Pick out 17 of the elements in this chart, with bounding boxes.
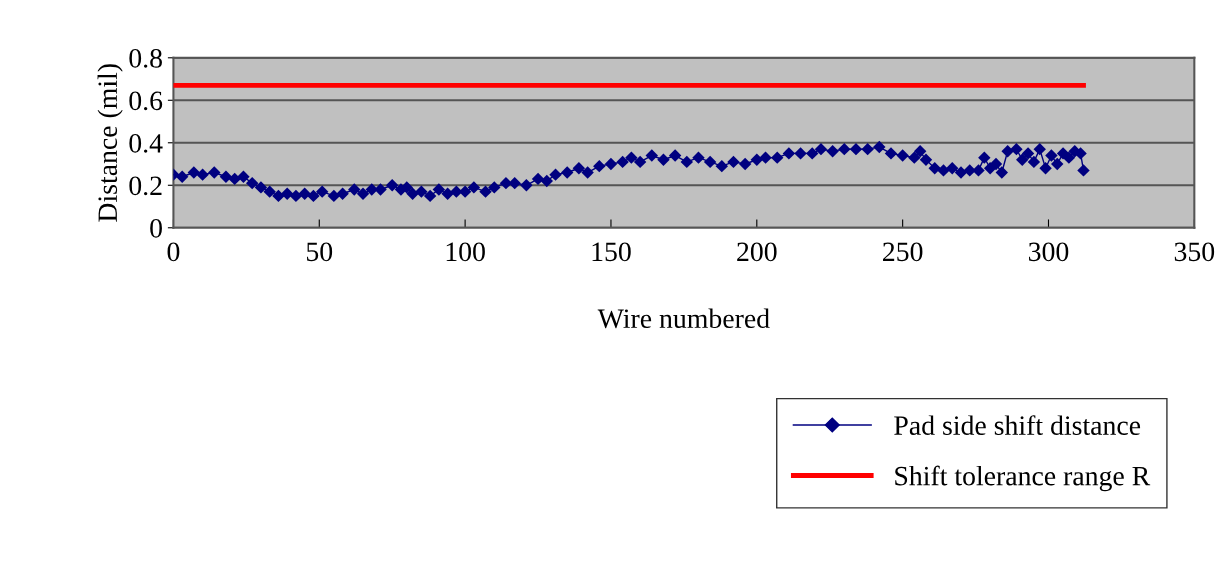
x-tick-label: 250 [883,242,923,262]
legend-label: Shift tolerance range R [895,465,1151,492]
x-tick-label: 350 [1174,242,1215,262]
y-tick-label: 0.8 [129,48,162,68]
x-tick-label: 150 [592,242,631,262]
y-tick-label: 0 [150,218,162,238]
x-tick-label: 100 [446,242,485,262]
x-tick-label: 0 [167,242,180,262]
x-axis-title: Wire numbered [597,308,770,329]
x-tick-label: 50 [307,242,333,262]
legend-label: Pad side shift distance [894,415,1141,435]
y-tick-label: 0.4 [129,133,163,153]
y-tick-label: 0.2 [129,176,162,196]
y-axis-title: Distance (mil) [97,64,123,222]
x-tick-label: 300 [1028,242,1069,262]
x-tick-label: 200 [737,242,777,262]
y-tick-label: 0.6 [129,91,163,111]
